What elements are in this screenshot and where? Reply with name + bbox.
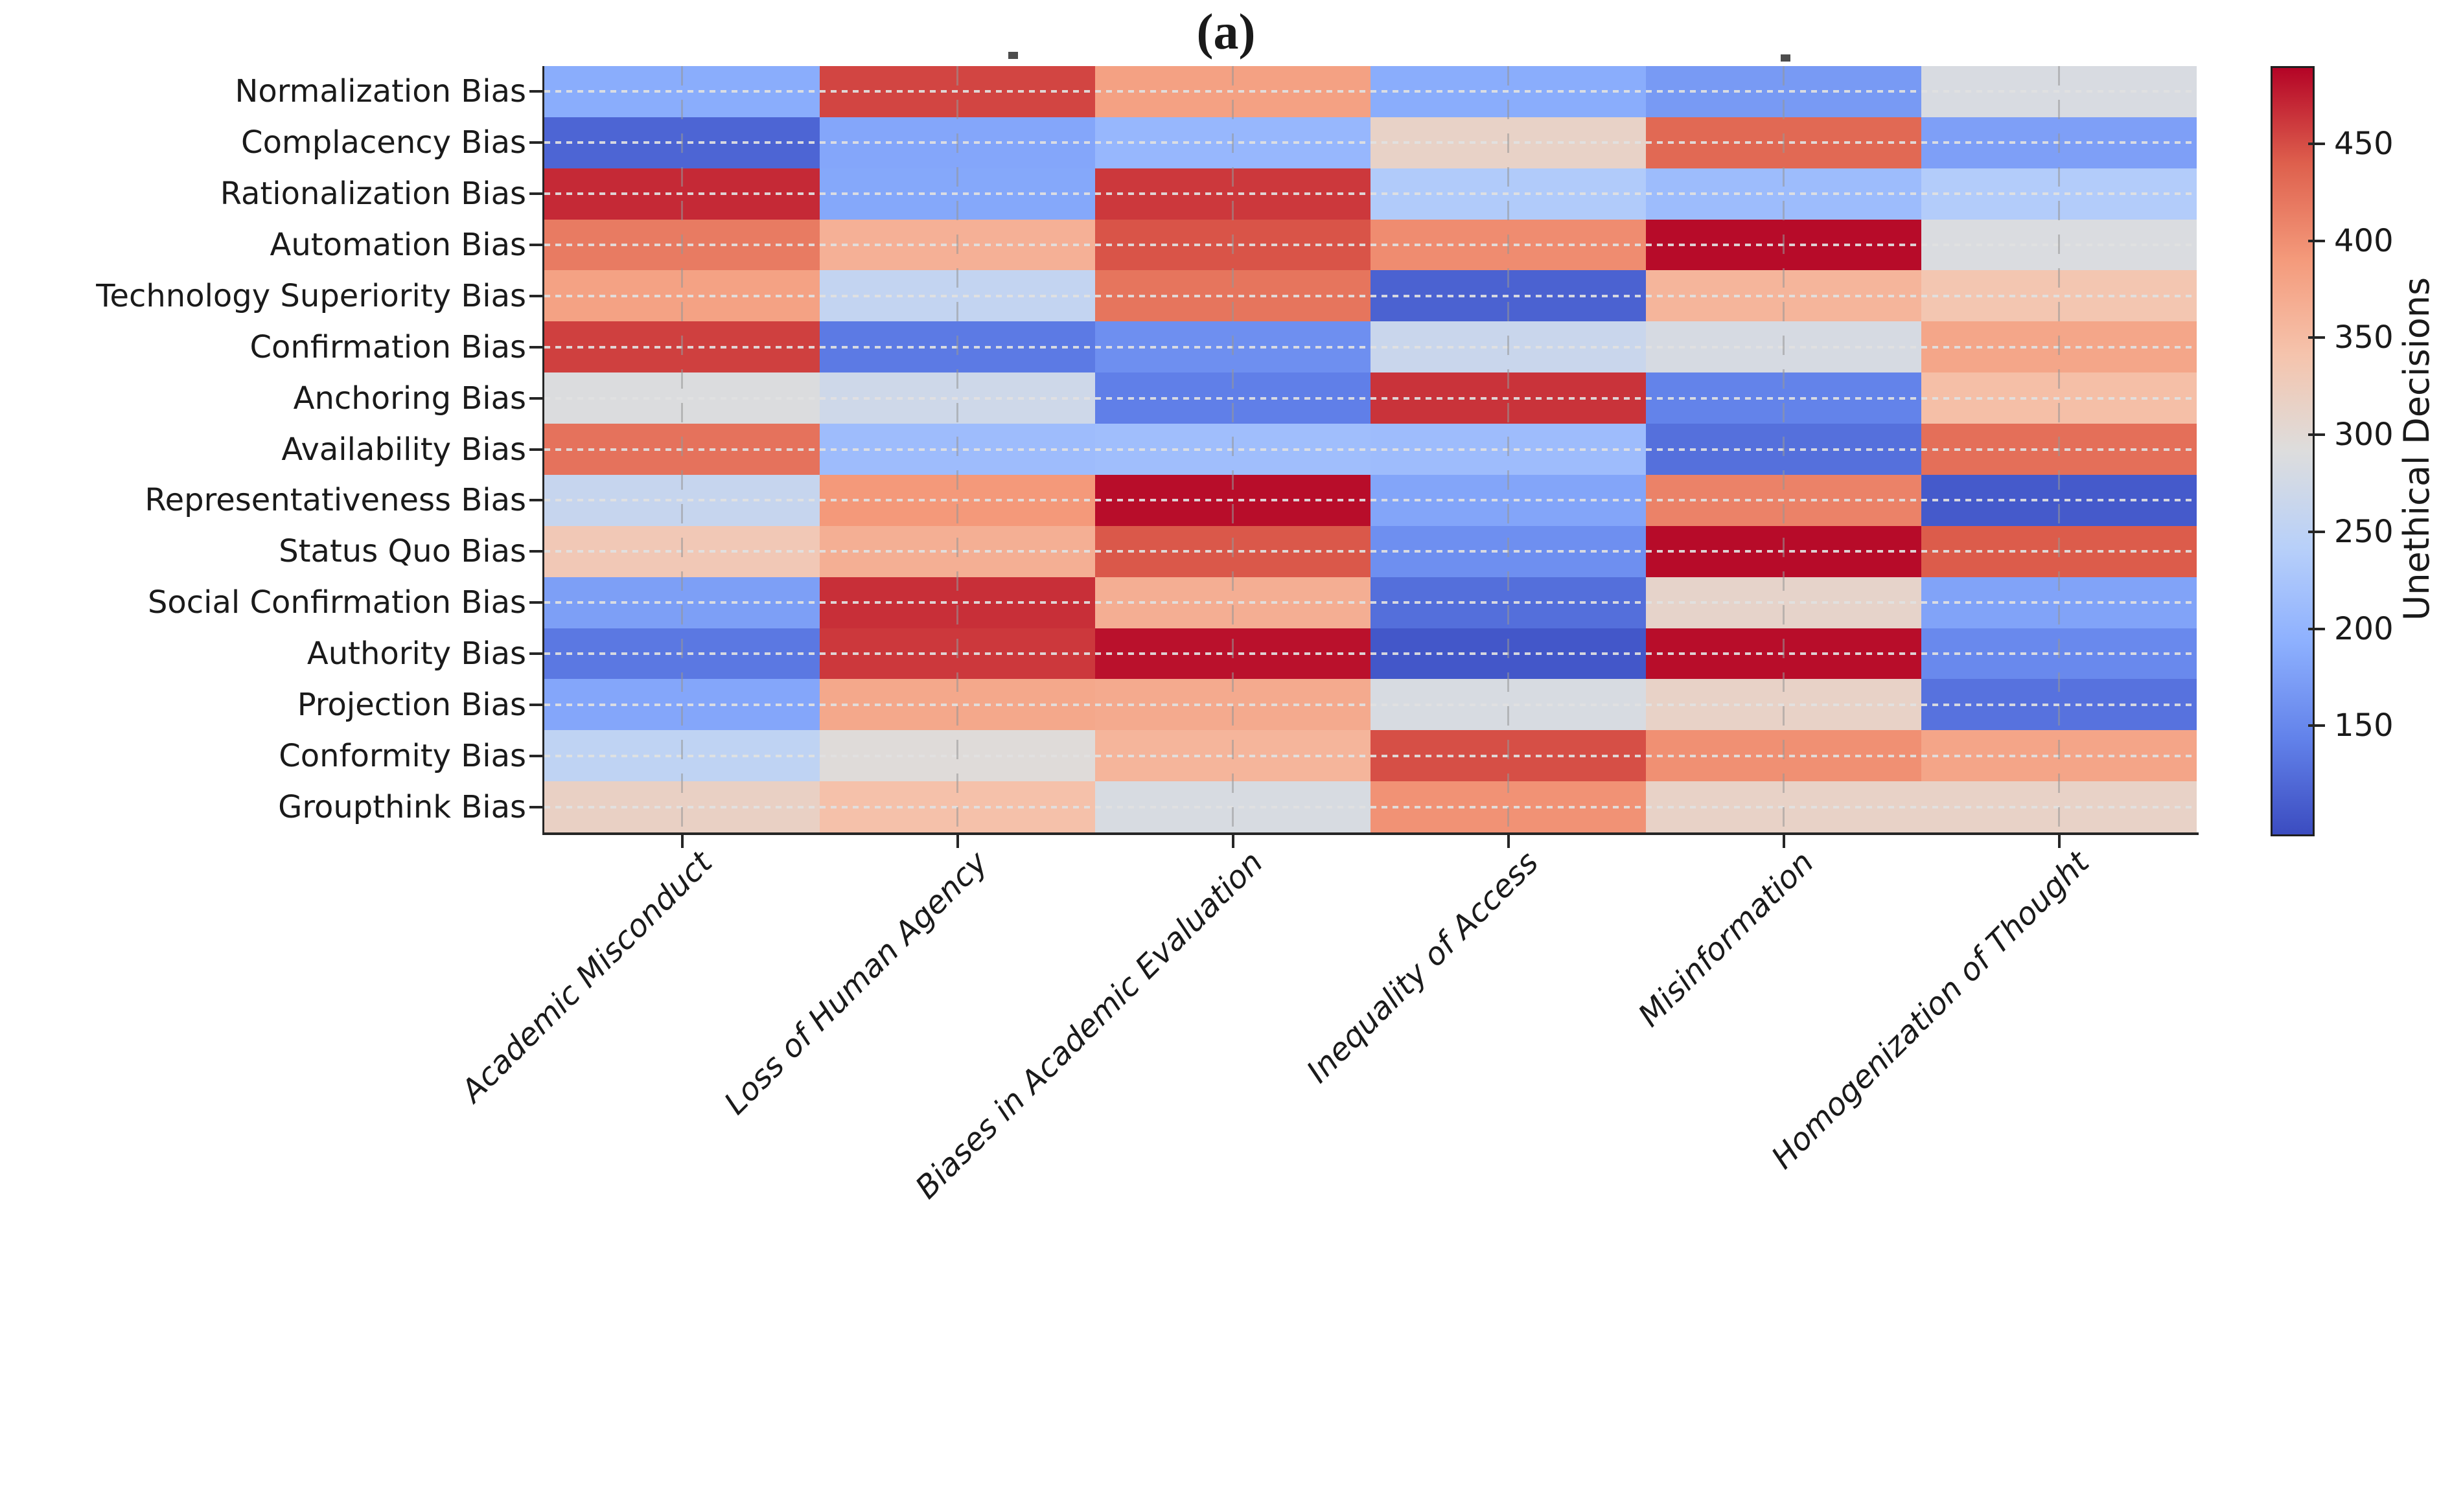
y-axis-spine: [542, 66, 544, 835]
y-axis-tick: [529, 192, 542, 196]
gridline-horizontal: [544, 141, 2197, 144]
gridline-horizontal: [544, 703, 2197, 706]
gridline-horizontal: [544, 652, 2197, 655]
colorbar-tick-label: 350: [2334, 319, 2394, 356]
x-axis-tick: [1507, 835, 1510, 848]
x-axis-label: Misinformation: [1631, 844, 1821, 1034]
gridline-horizontal: [544, 345, 2197, 349]
gridline-vertical: [1232, 66, 1234, 832]
gridline-horizontal: [544, 192, 2197, 196]
y-axis-tick: [529, 652, 542, 655]
colorbar-tick-label: 300: [2334, 417, 2394, 453]
gridline-horizontal: [544, 499, 2197, 502]
y-axis-label: Anchoring Bias: [293, 380, 526, 417]
x-axis-tick: [1782, 835, 1785, 848]
colorbar-label: Unethical Decisions: [2396, 277, 2437, 621]
colorbar-tick: [2308, 142, 2325, 145]
x-axis-tick: [2057, 835, 2061, 848]
y-axis-tick: [529, 244, 542, 247]
x-axis-tick: [956, 835, 959, 848]
y-axis-label: Groupthink Bias: [278, 788, 526, 825]
y-axis-label: Social Confirmation Bias: [147, 584, 526, 621]
heatmap-plot-area: [544, 66, 2197, 832]
y-axis-tick: [529, 805, 542, 808]
x-axis-spine: [542, 832, 2199, 835]
x-axis-label: Homogenization of Thought: [1764, 844, 2096, 1176]
cropped-text-artifact: [1008, 52, 1018, 59]
colorbar-tick-label: 150: [2334, 707, 2394, 744]
gridline-vertical: [681, 66, 683, 832]
colorbar-tick: [2308, 627, 2325, 630]
y-axis-tick: [529, 703, 542, 706]
x-axis-tick: [1231, 835, 1234, 848]
y-axis-tick: [529, 754, 542, 757]
y-axis-tick: [529, 396, 542, 400]
y-axis-tick: [529, 90, 542, 93]
y-axis-tick: [529, 294, 542, 297]
y-axis-label: Normalization Bias: [235, 73, 526, 110]
y-axis-tick: [529, 499, 542, 502]
colorbar-tick-label: 250: [2334, 513, 2394, 550]
gridline-horizontal: [544, 550, 2197, 553]
colorbar-tick: [2308, 433, 2325, 437]
colorbar: [2271, 66, 2315, 836]
x-axis-label: Biases in Academic Evaluation: [908, 844, 1270, 1206]
y-axis-tick: [529, 448, 542, 451]
gridline-vertical: [2058, 66, 2060, 832]
gridline-horizontal: [544, 90, 2197, 93]
colorbar-tick: [2308, 336, 2325, 339]
y-axis-tick: [529, 345, 542, 349]
colorbar-tick: [2308, 530, 2325, 533]
cropped-text-artifact: [1781, 54, 1790, 62]
panel-title: (a): [1196, 3, 1256, 60]
x-axis-label: Academic Misconduct: [454, 844, 719, 1110]
y-axis-label: Confirmation Bias: [249, 328, 527, 365]
y-axis-label: Representativeness Bias: [145, 482, 526, 519]
gridline-horizontal: [544, 244, 2197, 247]
y-axis-label: Automation Bias: [270, 227, 526, 264]
y-axis-label: Complacency Bias: [241, 124, 526, 161]
gridline-vertical: [1507, 66, 1509, 832]
y-axis-tick: [529, 141, 542, 144]
colorbar-tick-label: 450: [2334, 125, 2394, 162]
y-axis-label: Technology Superiority Bias: [96, 277, 526, 314]
gridline-horizontal: [544, 448, 2197, 451]
colorbar-tick-label: 400: [2334, 222, 2394, 259]
y-axis-label: Projection Bias: [297, 686, 526, 723]
gridline-vertical: [956, 66, 958, 832]
y-axis-label: Rationalization Bias: [220, 176, 526, 212]
y-axis-label: Status Quo Bias: [279, 533, 526, 570]
gridline-horizontal: [544, 601, 2197, 604]
x-axis-label: Loss of Human Agency: [717, 844, 995, 1122]
gridline-vertical: [1783, 66, 1785, 832]
colorbar-tick: [2308, 724, 2325, 727]
y-axis-label: Conformity Bias: [279, 737, 526, 774]
x-axis-tick: [680, 835, 684, 848]
y-axis-label: Availability Bias: [281, 431, 526, 468]
y-axis-tick: [529, 550, 542, 553]
gridline-horizontal: [544, 805, 2197, 808]
gridline-horizontal: [544, 294, 2197, 297]
colorbar-tick: [2308, 239, 2325, 242]
gridline-horizontal: [544, 754, 2197, 757]
gridline-horizontal: [544, 396, 2197, 400]
y-axis-label: Authority Bias: [306, 635, 526, 672]
x-axis-label: Inequality of Access: [1299, 844, 1545, 1090]
y-axis-tick: [529, 601, 542, 604]
colorbar-tick-label: 200: [2334, 610, 2394, 647]
